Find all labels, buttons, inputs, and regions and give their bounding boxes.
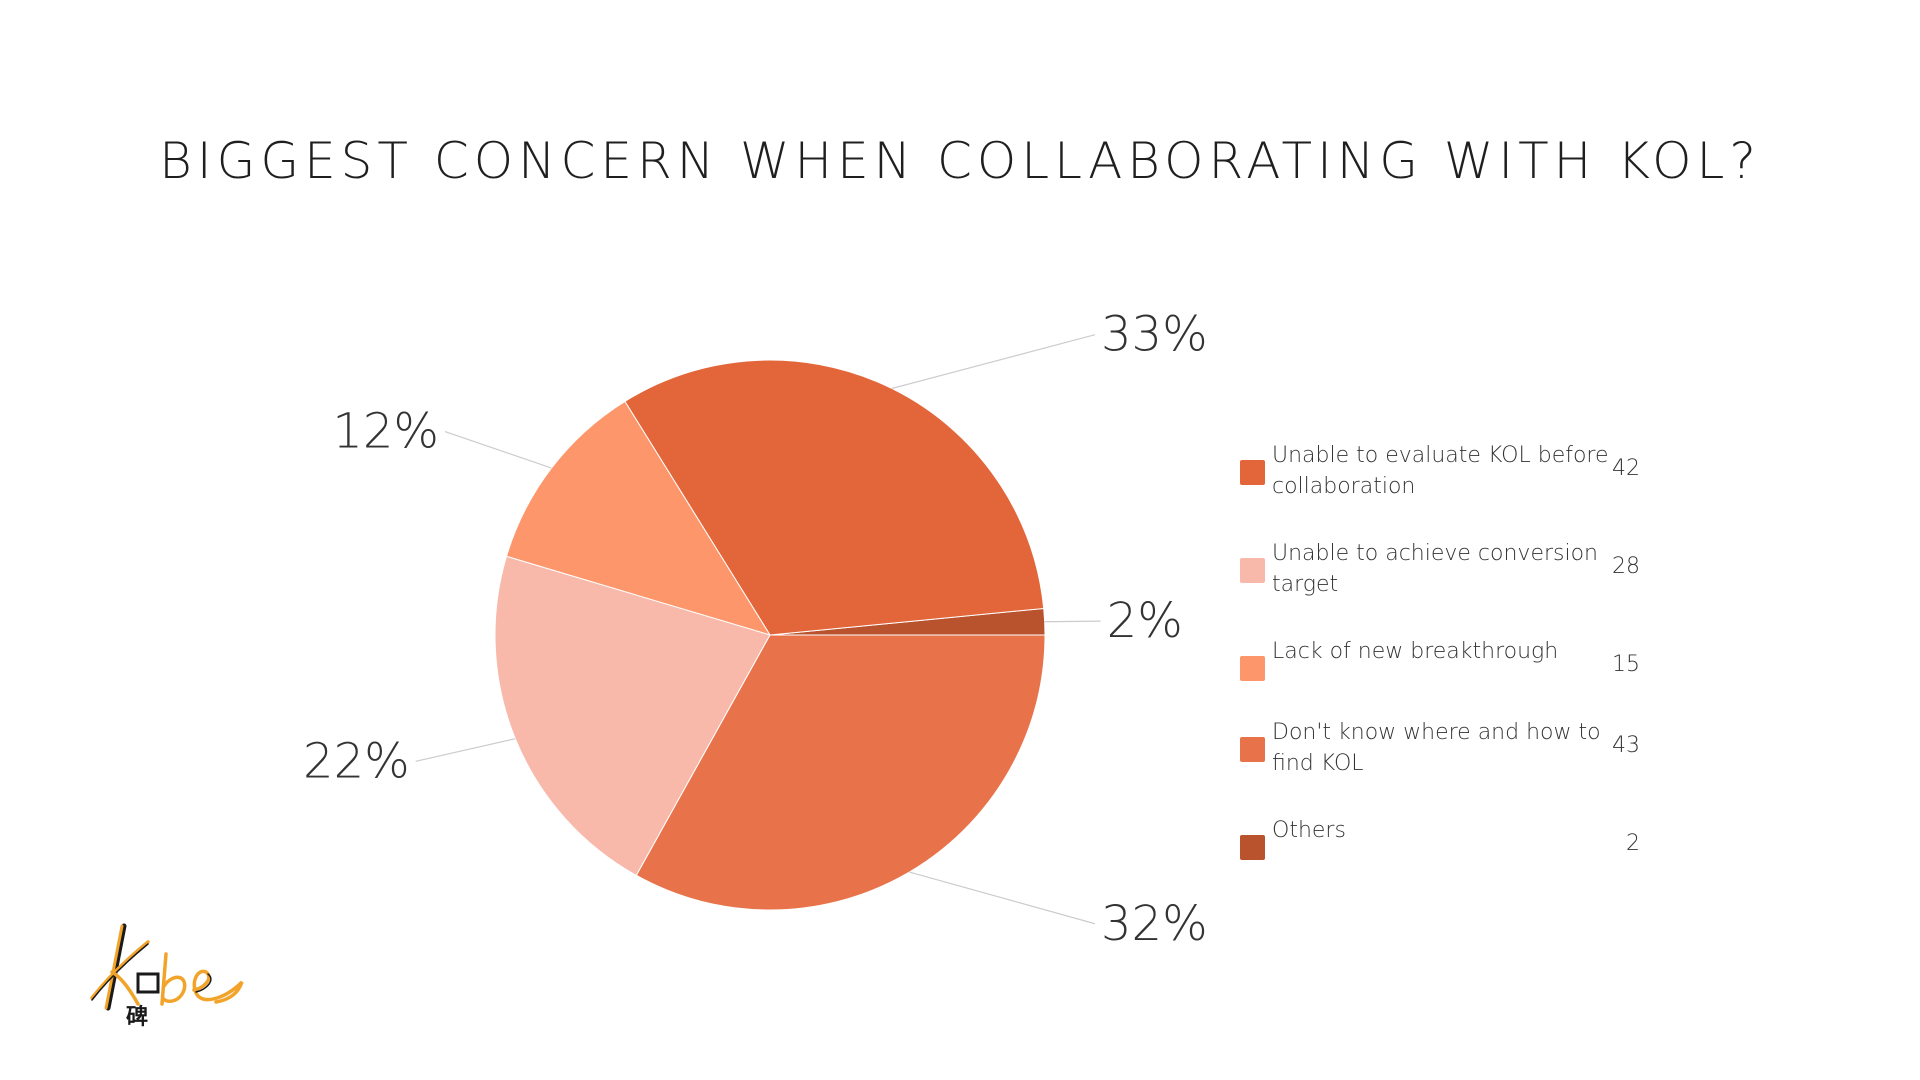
- legend-swatch: [1240, 558, 1265, 583]
- legend-value: 43: [1612, 733, 1640, 758]
- legend-label: Others: [1272, 818, 1346, 843]
- logo-subtext: 碑: [126, 1004, 148, 1030]
- slice-percent-label: 2%: [1107, 593, 1183, 649]
- slice-percent-label: 12%: [332, 404, 439, 460]
- legend-label: Unable to achieve conversion target: [1272, 541, 1599, 597]
- leader-line: [909, 871, 1096, 925]
- legend-swatch: [1240, 835, 1265, 860]
- legend-value: 15: [1612, 652, 1640, 677]
- legend-item: Others 2: [1240, 815, 1640, 860]
- pie-slice: [624, 359, 1045, 636]
- legend-value: 42: [1612, 456, 1640, 481]
- legend-item: Don't know where and how to find KOL 43: [1240, 717, 1640, 779]
- legend-value: 2: [1626, 831, 1640, 856]
- pie-slice: [635, 634, 1046, 911]
- legend-label: Unable to evaluate KOL before collaborat…: [1272, 443, 1609, 499]
- kobe-logo: 碑: [90, 923, 244, 1030]
- legend-item: Unable to achieve conversion target 28: [1240, 538, 1640, 600]
- leader-line: [891, 334, 1096, 390]
- legend-swatch: [1240, 737, 1265, 762]
- slice-percent-label: 32%: [1101, 896, 1208, 952]
- chart-legend: Unable to evaluate KOL before collaborat…: [1240, 440, 1640, 896]
- leader-line: [1044, 620, 1101, 623]
- legend-label: Don't know where and how to find KOL: [1272, 720, 1601, 776]
- leader-line: [415, 738, 516, 762]
- slice-percent-label: 33%: [1101, 307, 1208, 363]
- chart-title: BIGGEST CONCERN WHEN COLLABORATING WITH …: [159, 132, 1761, 190]
- leader-line: [444, 431, 552, 469]
- legend-label: Lack of new breakthrough: [1272, 639, 1559, 664]
- legend-value: 28: [1612, 554, 1640, 579]
- slice-percent-label: 22%: [303, 733, 410, 789]
- pie-slice: [505, 400, 772, 636]
- legend-item: Unable to evaluate KOL before collaborat…: [1240, 440, 1640, 502]
- legend-item: Lack of new breakthrough 15: [1240, 636, 1640, 681]
- legend-swatch: [1240, 460, 1265, 485]
- pie-slice: [494, 555, 771, 877]
- legend-swatch: [1240, 656, 1265, 681]
